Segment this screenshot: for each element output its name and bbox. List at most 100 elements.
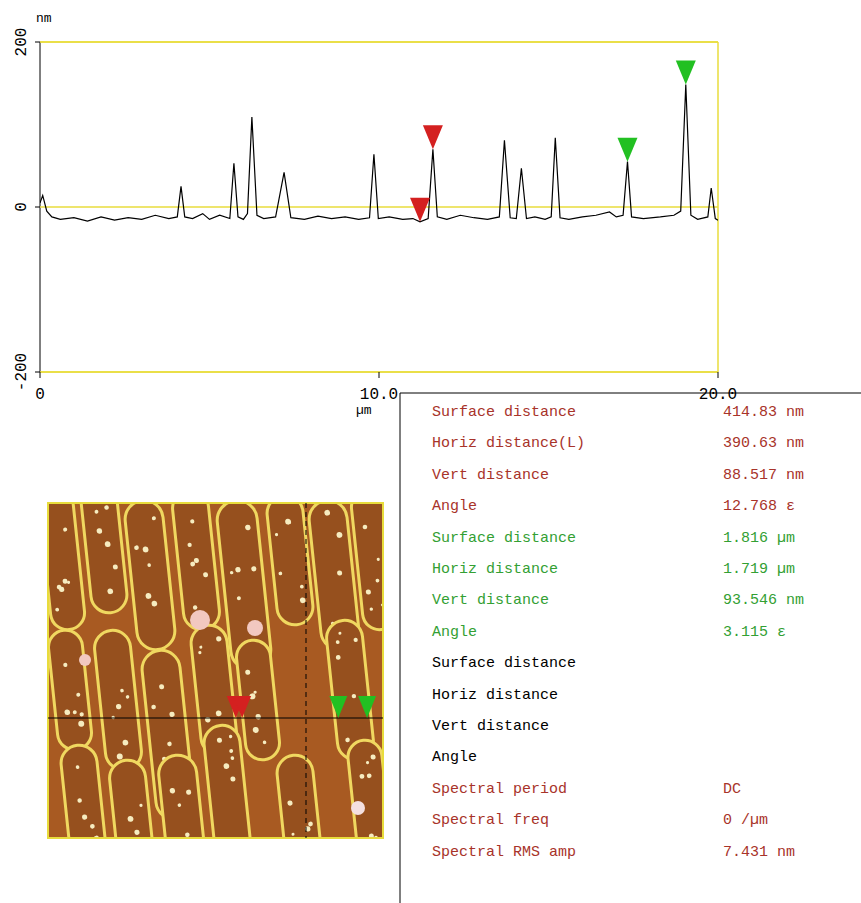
island-dot xyxy=(199,645,202,648)
island-dot xyxy=(369,607,373,611)
island-dot xyxy=(251,566,257,572)
island-body xyxy=(350,503,383,631)
measure-label: Surface distance xyxy=(432,404,576,421)
island-dot xyxy=(245,525,251,531)
island-dot xyxy=(96,528,102,534)
island-dot xyxy=(275,533,279,537)
profile-line xyxy=(40,84,718,221)
island-dot xyxy=(230,571,234,575)
island-dot xyxy=(78,720,85,727)
island xyxy=(346,739,383,838)
island xyxy=(48,503,86,631)
island xyxy=(123,503,176,652)
island-dot xyxy=(116,704,122,710)
island-dot xyxy=(152,516,157,521)
measure-value: 1.816 µm xyxy=(723,530,795,547)
measure-value: 88.517 nm xyxy=(723,467,804,484)
measure-label: Angle xyxy=(432,749,477,766)
island-dot xyxy=(127,816,133,822)
island-dot xyxy=(159,684,164,689)
measure-label: Spectral RMS amp xyxy=(432,844,576,861)
island-dot xyxy=(255,714,261,720)
measure-label: Horiz distance xyxy=(432,687,558,704)
island-dot xyxy=(366,761,369,764)
table-border-top xyxy=(400,393,861,394)
island-body xyxy=(171,503,221,631)
cursor-marker xyxy=(423,125,443,149)
island-dot xyxy=(134,829,140,835)
x-unit: µm xyxy=(356,403,372,418)
island-dot xyxy=(151,704,156,709)
measure-value: 1.719 µm xyxy=(723,561,795,578)
island-body xyxy=(346,739,383,838)
measure-label: Vert distance xyxy=(432,592,549,609)
island-dot xyxy=(82,814,88,820)
grid-line xyxy=(40,41,718,43)
island-dot xyxy=(134,545,139,550)
island-dot xyxy=(377,558,380,561)
section-line-vertical xyxy=(306,503,307,838)
island-body xyxy=(93,629,143,772)
measure-label: Surface distance xyxy=(432,530,576,547)
island xyxy=(48,629,93,752)
y-tick-label: 200 xyxy=(13,28,31,57)
island-dot xyxy=(142,546,148,552)
island-dot xyxy=(351,694,356,699)
x-tick-label: 0 xyxy=(35,386,45,404)
island-dot xyxy=(126,695,130,699)
island-dot xyxy=(263,740,267,744)
measure-label: Spectral period xyxy=(432,781,567,798)
measure-label: Vert distance xyxy=(432,467,549,484)
island-dot xyxy=(64,709,70,715)
y-tick-label: -200 xyxy=(13,353,31,391)
island xyxy=(265,503,314,627)
island-dot xyxy=(62,578,67,583)
y-unit: nm xyxy=(36,11,52,26)
island-dot xyxy=(193,605,198,610)
island-dot xyxy=(300,597,306,603)
island-dot xyxy=(375,578,379,582)
island-dot xyxy=(59,587,65,593)
y-tick-label: 0 xyxy=(13,202,31,212)
measure-value: 390.63 nm xyxy=(723,435,804,452)
island-dot xyxy=(336,655,341,660)
blob xyxy=(79,654,91,666)
afm-image xyxy=(48,503,383,838)
island-body xyxy=(157,753,207,838)
grid-line xyxy=(40,206,718,208)
island xyxy=(157,753,207,838)
x-tick xyxy=(379,372,380,378)
island-dot xyxy=(337,570,343,576)
island xyxy=(59,743,108,838)
frame-top xyxy=(40,41,718,43)
island xyxy=(79,503,128,615)
island-dot xyxy=(186,789,192,795)
island-dot xyxy=(169,711,175,717)
island-dot xyxy=(370,754,376,760)
measure-label: Angle xyxy=(432,498,477,515)
island-body xyxy=(202,724,253,838)
blob xyxy=(247,620,263,636)
measure-label: Surface distance xyxy=(432,655,576,672)
island xyxy=(275,753,324,838)
island xyxy=(171,503,221,631)
island-dot xyxy=(237,596,241,600)
measure-label: Spectral freq xyxy=(432,812,549,829)
image-frame xyxy=(48,503,383,838)
island-dot xyxy=(90,824,95,829)
measure-label: Horiz distance xyxy=(432,561,558,578)
island-dot xyxy=(338,632,341,635)
island-dot xyxy=(198,651,202,655)
island-dot xyxy=(217,737,223,743)
island-dot xyxy=(79,712,84,717)
measure-label: Horiz distance(L) xyxy=(432,435,585,452)
measure-value: 3.115 ε xyxy=(723,624,786,641)
blob xyxy=(351,801,365,815)
island-dot xyxy=(203,572,208,577)
island-dot xyxy=(139,804,143,808)
island-dot xyxy=(194,558,200,564)
island xyxy=(350,503,383,631)
image-cursor xyxy=(358,696,376,718)
x-tick xyxy=(40,372,41,378)
island-dot xyxy=(67,581,70,584)
